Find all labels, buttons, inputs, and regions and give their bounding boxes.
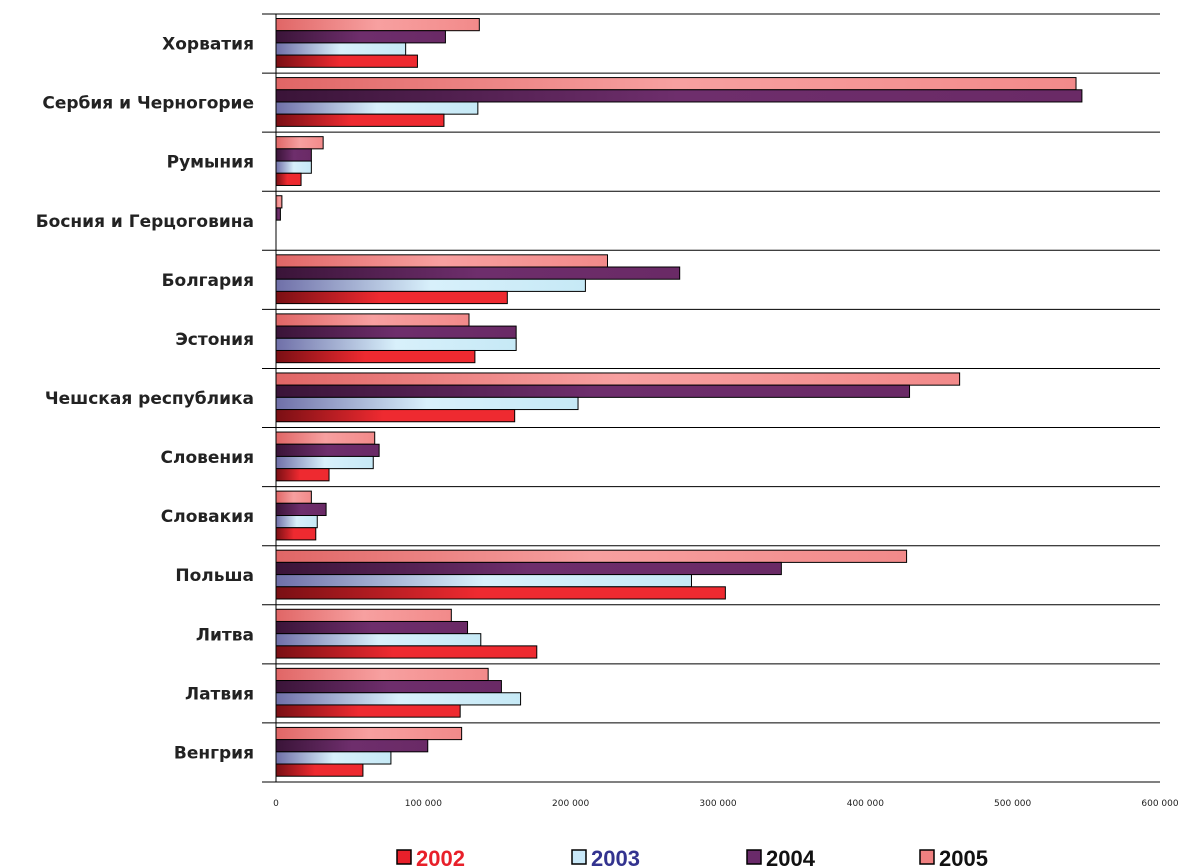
bar-2003 — [275, 278, 586, 292]
bar-2005 — [275, 195, 283, 209]
bar-2003 — [275, 337, 517, 351]
x-tick-label: 500 000 — [994, 799, 1031, 809]
bar-2004 — [275, 384, 911, 398]
category-label: Босния и Герцоговина — [36, 212, 254, 232]
category-label: Румыния — [167, 153, 254, 173]
legend-label: 2003 — [591, 846, 640, 868]
category-label: Эстония — [175, 330, 254, 350]
bar-2004 — [275, 148, 312, 162]
bar-2002 — [275, 54, 418, 68]
bar-2005 — [275, 726, 463, 741]
legend-label: 2005 — [939, 846, 988, 868]
category-label: Венгрия — [174, 743, 254, 763]
bar-2005 — [275, 18, 480, 32]
bar-2003 — [275, 455, 374, 470]
x-tick-label: 200 000 — [552, 799, 589, 809]
bar-2005 — [275, 431, 376, 445]
bar-2003 — [275, 751, 392, 765]
bar-2003 — [275, 396, 579, 411]
legend-label: 2002 — [416, 846, 465, 868]
x-tick-label: 100 000 — [405, 799, 442, 809]
bar-2003 — [275, 160, 312, 174]
bar-2005 — [275, 490, 312, 504]
category-label: Литва — [196, 625, 254, 645]
bar-2003 — [275, 574, 692, 588]
bar-2002 — [275, 704, 461, 718]
bar-2005 — [275, 549, 908, 563]
category-label: Словакия — [161, 507, 254, 527]
bar-2005 — [275, 313, 470, 327]
legend-marker — [746, 849, 762, 865]
x-tick-label: 400 000 — [847, 799, 884, 809]
legend-marker — [919, 849, 935, 865]
bar-2002 — [275, 586, 726, 600]
bar-2002 — [275, 349, 476, 364]
bar-2002 — [275, 290, 508, 305]
bar-2004 — [275, 207, 281, 221]
bar-2002 — [275, 113, 445, 127]
bar-2002 — [275, 172, 302, 186]
category-label: Польша — [175, 566, 254, 586]
bar-2004 — [275, 502, 327, 517]
legend-label: 2004 — [766, 846, 816, 868]
bar-2004 — [275, 561, 782, 576]
bar-2002 — [275, 409, 516, 423]
x-tick-label: 0 — [273, 799, 279, 809]
bar-2002 — [275, 763, 364, 777]
bar-2004 — [275, 266, 681, 280]
bar-2005 — [275, 136, 324, 150]
category-label: Сербия и Черногорие — [42, 94, 254, 114]
bar-2005 — [275, 77, 1077, 91]
bar-2005 — [275, 372, 961, 386]
bar-2002 — [275, 645, 538, 659]
category-label: Словения — [161, 448, 254, 468]
bar-2004 — [275, 30, 446, 44]
category-label: Латвия — [185, 684, 254, 704]
bar-2003 — [275, 515, 318, 529]
bar-2004 — [275, 620, 469, 635]
bar-2005 — [275, 608, 452, 622]
bar-2002 — [275, 468, 330, 482]
bar-2004 — [275, 739, 429, 753]
category-label: Болгария — [162, 271, 254, 291]
bar-2005 — [275, 254, 608, 268]
legend-marker — [396, 849, 412, 865]
bar-2004 — [275, 325, 517, 339]
bar-2004 — [275, 89, 1083, 103]
bar-2003 — [275, 692, 522, 706]
bar-2005 — [275, 667, 489, 682]
legend-marker — [571, 849, 587, 865]
bar-2003 — [275, 633, 482, 647]
x-tick-label: 300 000 — [699, 799, 736, 809]
bar-2004 — [275, 443, 380, 457]
bar-2004 — [275, 680, 502, 694]
category-label: Чешская республика — [45, 389, 254, 409]
bar-2003 — [275, 101, 479, 115]
bar-2002 — [275, 527, 317, 541]
bar-2003 — [275, 42, 407, 56]
x-tick-label: 600 000 — [1141, 799, 1178, 809]
category-label: Хорватия — [162, 35, 254, 55]
